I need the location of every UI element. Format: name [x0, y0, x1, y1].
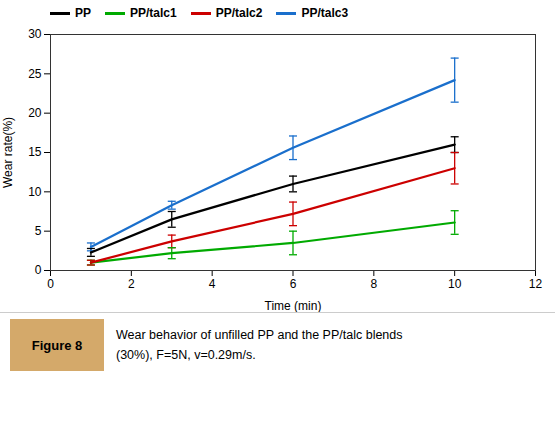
html-text:PP/talc2: PP/talc2 — [215, 6, 263, 20]
html-text:PP/talc3: PP/talc3 — [301, 6, 349, 20]
html-text:PP: PP — [75, 6, 91, 20]
html-text:Figure 8: Figure 8 — [31, 337, 83, 353]
html-text:(30%), F=5N, v=0.29m/s.: (30%), F=5N, v=0.29m/s. — [116, 348, 256, 362]
html-text:PP/talc1: PP/talc1 — [130, 6, 177, 20]
svg-text:4: 4 — [209, 277, 216, 291]
svg-text:30: 30 — [28, 27, 42, 41]
svg-text:5: 5 — [35, 224, 42, 238]
svg-text:20: 20 — [28, 106, 42, 120]
svg-text:10: 10 — [28, 185, 42, 199]
svg-text:12: 12 — [529, 277, 543, 291]
svg-text:Time (min): Time (min) — [265, 299, 322, 313]
svg-text:10: 10 — [448, 277, 462, 291]
svg-text:0: 0 — [35, 263, 42, 277]
svg-text:0: 0 — [47, 277, 54, 291]
svg-text:15: 15 — [28, 145, 42, 159]
html-text:Wear behavior of unfilled PP a: Wear behavior of unfilled PP and the PP/… — [116, 328, 403, 342]
svg-text:2: 2 — [128, 277, 135, 291]
svg-text:Wear rate(%): Wear rate(%) — [1, 117, 15, 188]
svg-text:6: 6 — [290, 277, 297, 291]
svg-text:25: 25 — [28, 67, 42, 81]
svg-text:8: 8 — [370, 277, 377, 291]
